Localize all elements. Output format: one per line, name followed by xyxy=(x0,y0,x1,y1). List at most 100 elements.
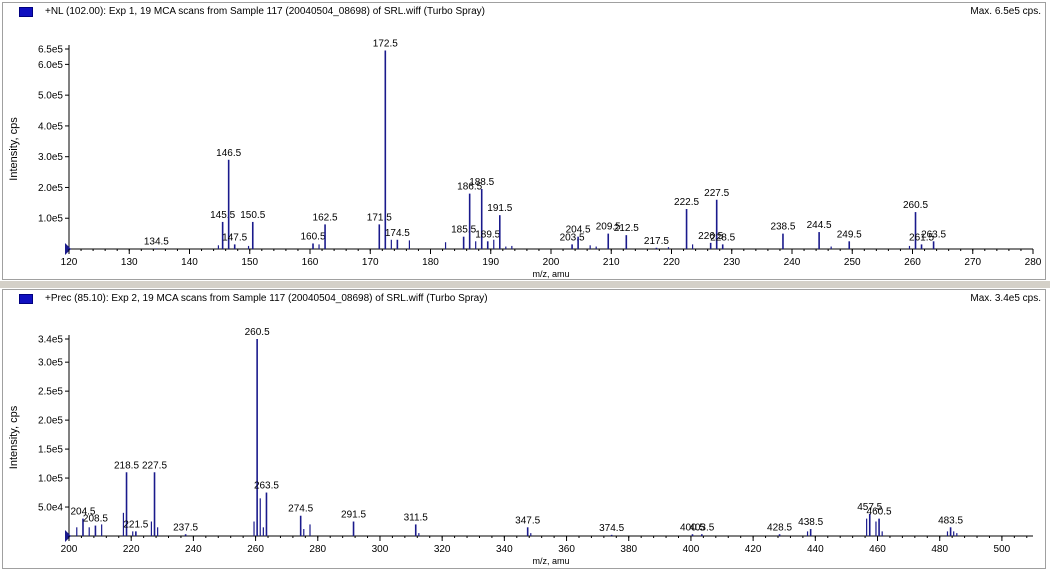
max-intensity-label: Max. 6.5e5 cps. xyxy=(970,6,1041,17)
peak-label: 261.5 xyxy=(909,232,934,243)
peak-label: 162.5 xyxy=(313,212,338,223)
x-tick-label: 200 xyxy=(61,544,78,555)
peak-label: 226.5 xyxy=(698,231,723,242)
peak-label: 189.5 xyxy=(475,229,500,240)
peak-label: 244.5 xyxy=(807,220,832,231)
pane-indicator-icon[interactable] xyxy=(19,294,33,304)
x-tick-label: 240 xyxy=(784,257,801,268)
peak-label: 227.5 xyxy=(704,188,729,199)
x-tick-label: 180 xyxy=(422,257,439,268)
x-tick-label: 130 xyxy=(121,257,138,268)
spectrum-plot-prec[interactable]: 200 220 240 260 280 300 320 340 360 380 400 420 440 4… xyxy=(3,290,1045,568)
peak-label: 147.5 xyxy=(222,232,247,243)
peak-label: 249.5 xyxy=(837,229,862,240)
x-tick-label: 270 xyxy=(964,257,981,268)
pane-indicator-icon[interactable] xyxy=(19,7,33,17)
peak-label: 160.5 xyxy=(300,231,325,242)
spectrum-panel-prec: +Prec (85.10): Exp 2, 19 MCA scans from … xyxy=(2,289,1046,569)
peak-label: 134.5 xyxy=(144,236,169,247)
x-tick-label: 340 xyxy=(496,544,513,555)
y-tick-label: 3.0e5 xyxy=(38,358,63,369)
y-tick-label: 3.4e5 xyxy=(38,335,63,346)
x-tick-label: 320 xyxy=(434,544,451,555)
y-tick-label: 1.0e5 xyxy=(38,214,63,225)
x-tick-label: 200 xyxy=(543,257,560,268)
x-tick-label: 280 xyxy=(1025,257,1042,268)
pane-splitter[interactable] xyxy=(0,281,1050,288)
x-tick-label: 220 xyxy=(663,257,680,268)
peak-label: 171.5 xyxy=(367,212,392,223)
peak-label: 217.5 xyxy=(644,236,669,247)
peak-label: 172.5 xyxy=(373,39,398,50)
spectrum-plot-nl[interactable]: 120 130 140 150 160 170 180 190 200 210 220 230 240 2… xyxy=(3,3,1045,279)
x-tick-label: 260 xyxy=(247,544,264,555)
peak-label: 188.5 xyxy=(469,177,494,188)
y-axis-label: Intensity, cps xyxy=(8,117,20,181)
x-tick-label: 210 xyxy=(603,257,620,268)
peak-label: 460.5 xyxy=(867,507,892,518)
y-tick-label: 5.0e4 xyxy=(38,503,63,514)
peak-label: 208.5 xyxy=(83,514,108,525)
peak-label: 146.5 xyxy=(216,148,241,159)
x-tick-label: 420 xyxy=(745,544,762,555)
x-tick-label: 120 xyxy=(61,257,78,268)
peak-label: 185.5 xyxy=(451,225,476,236)
peak-label: 347.5 xyxy=(515,515,540,526)
x-tick-label: 190 xyxy=(482,257,499,268)
x-tick-label: 170 xyxy=(362,257,379,268)
peak-label: 209.5 xyxy=(596,222,621,233)
peak-label: 428.5 xyxy=(767,522,792,533)
y-tick-label: 1.0e5 xyxy=(38,474,63,485)
peak-label: 403.5 xyxy=(689,522,714,533)
peak-label: 150.5 xyxy=(240,210,265,221)
y-tick-label: 1.5e5 xyxy=(38,445,63,456)
peak-label: 145.5 xyxy=(210,210,235,221)
baseline-marker xyxy=(65,530,71,542)
peak-label: 191.5 xyxy=(487,203,512,214)
x-tick-label: 260 xyxy=(904,257,921,268)
x-tick-label: 360 xyxy=(558,544,575,555)
peak-label: 237.5 xyxy=(173,522,198,533)
x-tick-label: 220 xyxy=(123,544,140,555)
peak-label: 203.5 xyxy=(560,232,585,243)
y-tick-label: 6.0e5 xyxy=(38,60,63,71)
x-tick-label: 140 xyxy=(181,257,198,268)
y-tick-label: 2.0e5 xyxy=(38,183,63,194)
peak-label: 227.5 xyxy=(142,460,167,471)
x-tick-label: 500 xyxy=(994,544,1011,555)
peak-label: 400.5 xyxy=(680,522,705,533)
x-tick-label: 460 xyxy=(869,544,886,555)
x-tick-label: 240 xyxy=(185,544,202,555)
peak-label: 457.5 xyxy=(857,502,882,513)
x-tick-label: 400 xyxy=(683,544,700,555)
y-tick-label: 2.5e5 xyxy=(38,387,63,398)
peak-label: 221.5 xyxy=(123,519,148,530)
peak-label: 228.5 xyxy=(710,232,735,243)
x-tick-label: 380 xyxy=(620,544,637,555)
peak-label: 438.5 xyxy=(798,517,823,528)
peak-label: 212.5 xyxy=(614,223,639,234)
x-tick-label: 230 xyxy=(723,257,740,268)
y-tick-label: 6.5e5 xyxy=(38,45,63,56)
x-tick-label: 440 xyxy=(807,544,824,555)
peak-label: 311.5 xyxy=(404,512,429,523)
x-tick-label: 150 xyxy=(241,257,258,268)
x-axis-label: m/z, amu xyxy=(532,556,569,566)
x-tick-label: 280 xyxy=(309,544,326,555)
spectrum-panel-nl: +NL (102.00): Exp 1, 19 MCA scans from S… xyxy=(2,2,1046,280)
peak-label: 260.5 xyxy=(245,327,270,338)
baseline-marker xyxy=(65,243,71,255)
y-tick-label: 3.0e5 xyxy=(38,152,63,163)
y-axis-label: Intensity, cps xyxy=(8,405,20,469)
peak-label: 263.5 xyxy=(254,481,279,492)
peak-label: 263.5 xyxy=(921,229,946,240)
y-tick-label: 4.0e5 xyxy=(38,121,63,132)
y-tick-label: 5.0e5 xyxy=(38,91,63,102)
x-tick-label: 300 xyxy=(372,544,389,555)
peak-label: 274.5 xyxy=(288,504,313,515)
x-tick-label: 160 xyxy=(302,257,319,268)
peak-label: 218.5 xyxy=(114,460,139,471)
peak-label: 174.5 xyxy=(385,228,410,239)
x-tick-label: 480 xyxy=(931,544,948,555)
y-tick-label: 2.0e5 xyxy=(38,416,63,427)
